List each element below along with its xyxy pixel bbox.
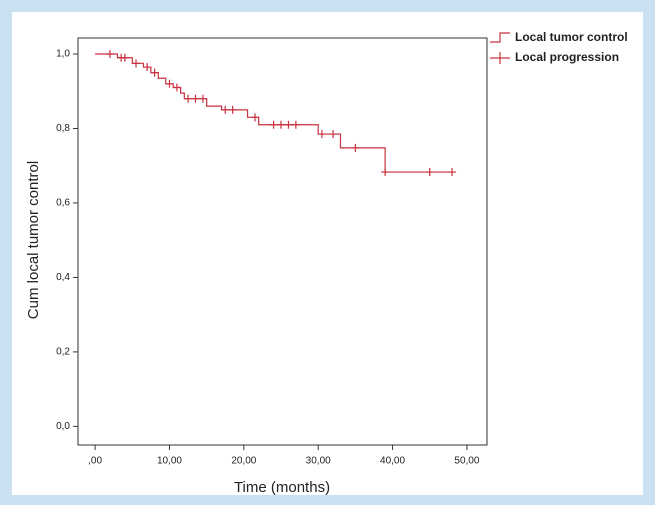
censor-mark [291,120,300,129]
legend-symbol [490,32,510,43]
censor-mark [132,59,141,68]
censor-mark [165,79,174,88]
censor-mark [425,168,434,177]
x-tick-label: 30,00 [306,456,331,467]
censor-mark [172,83,181,92]
censor-mark [317,130,326,139]
y-tick-label: 0,2 [56,347,70,358]
censor-mark [120,53,129,62]
x-axis-label: Time (months) [234,479,330,496]
censor-mark [284,120,293,129]
legend-symbol [490,52,510,64]
legend-label: Local progression [515,50,619,64]
censor-mark [277,120,286,129]
censor-mark [329,130,338,139]
censor-mark [351,143,360,152]
censor-mark [198,94,207,103]
y-tick-label: 0,0 [56,421,70,432]
censor-mark [150,68,159,77]
y-axis-label: Cum local tumor control [25,161,42,319]
censor-mark [250,113,259,122]
y-tick-label: 1,0 [56,49,70,60]
panel [12,12,643,495]
censor-mark [381,168,390,177]
censor-mark [191,94,200,103]
y-tick-label: 0,4 [56,272,70,283]
censor-mark [448,168,457,177]
censor-mark [184,94,193,103]
x-tick-label: ,00 [88,456,102,467]
x-tick-label: 10,00 [157,456,182,467]
x-tick-label: 20,00 [231,456,256,467]
x-tick-label: 50,00 [454,456,479,467]
survival-curve [95,53,453,173]
y-tick-label: 0,6 [56,198,70,209]
x-tick-label: 40,00 [380,456,405,467]
legend-label: Local tumor control [515,30,628,44]
legend: Local tumor control Local progression [490,30,628,64]
censor-mark [269,120,278,129]
censor-mark [105,50,114,59]
censor-mark [228,105,237,114]
plot-frame [77,37,488,446]
y-tick-label: 0,8 [56,123,70,134]
censor-mark [221,105,230,114]
censor-mark [143,63,152,72]
